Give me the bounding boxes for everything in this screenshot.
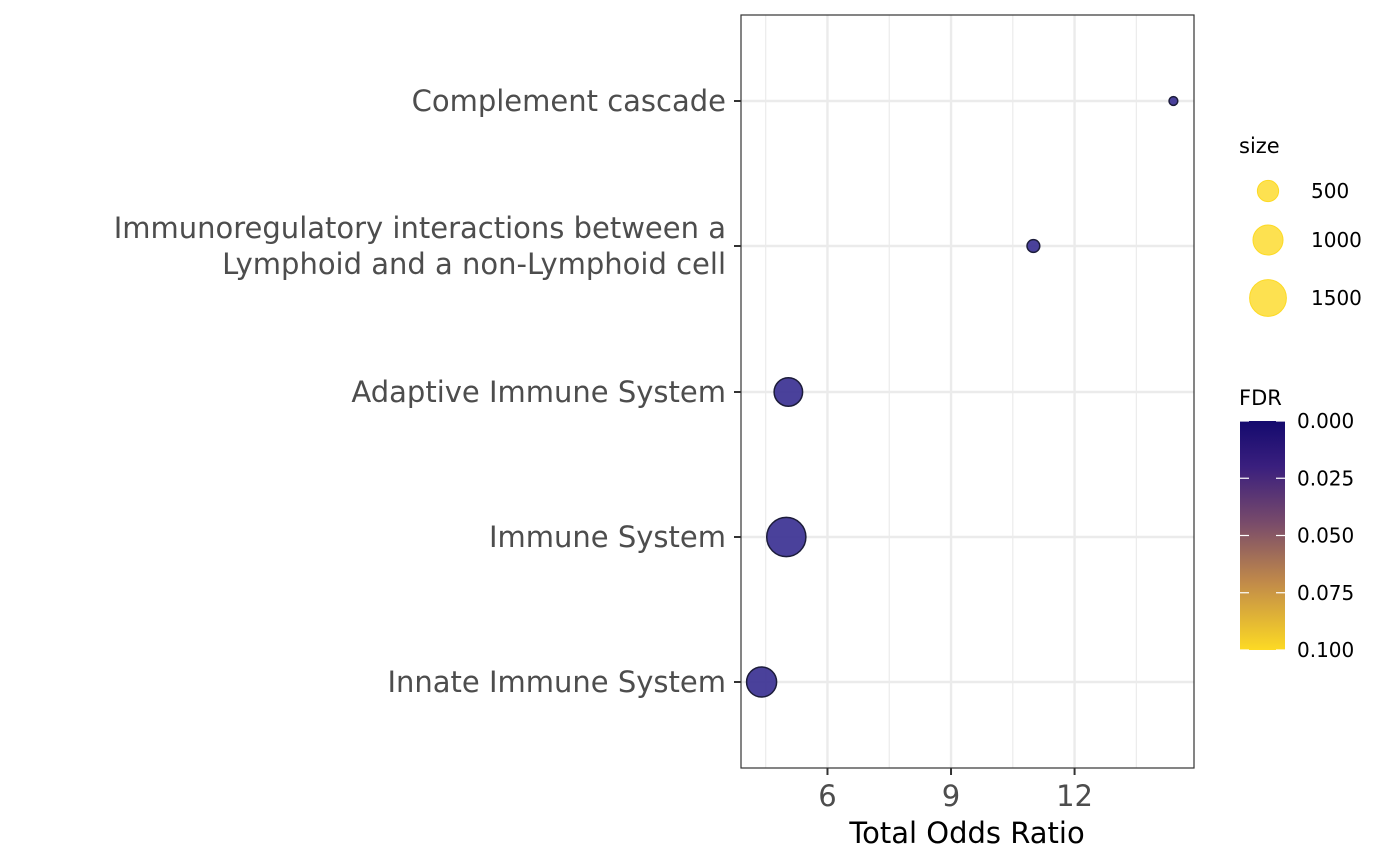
fdr-legend-ticks: 0.000 0.025 0.050 0.075 0.100 <box>1240 409 1354 662</box>
data-point <box>1168 95 1179 107</box>
y-tick-label: Innate Immune System <box>387 665 726 699</box>
y-axis: Complement cascade Immunoregulatory inter… <box>114 84 741 699</box>
fdr-tick-label: 0.075 <box>1297 581 1354 605</box>
y-tick-label: Complement cascade <box>412 84 726 118</box>
size-legend-title: size <box>1239 134 1280 158</box>
y-tick-label: Lymphoid and a non-Lymphoid cell <box>222 247 726 281</box>
size-legend-label: 500 <box>1311 179 1349 203</box>
x-tick-label: 6 <box>818 779 836 813</box>
size-legend: size 500 1000 1500 <box>1239 134 1362 317</box>
fdr-tick-label: 0.100 <box>1297 638 1354 662</box>
y-tick-label: Adaptive Immune System <box>351 375 726 409</box>
size-legend-keys: 500 1000 1500 <box>1249 179 1362 317</box>
x-tick-label: 12 <box>1056 779 1093 813</box>
fdr-tick-label: 0.050 <box>1297 524 1354 548</box>
fdr-tick-label: 0.025 <box>1297 466 1354 490</box>
size-legend-label: 1000 <box>1311 228 1362 252</box>
data-point <box>765 516 807 558</box>
x-tick-label: 9 <box>942 779 960 813</box>
size-legend-key <box>1252 224 1284 256</box>
data-point <box>1026 238 1041 254</box>
fdr-legend-title: FDR <box>1239 386 1282 410</box>
data-point <box>773 377 804 407</box>
fdr-legend: FDR 0.000 0.025 0.050 0.075 0.100 <box>1239 386 1354 662</box>
size-legend-key <box>1256 179 1280 203</box>
y-tick-label: Immunoregulatory interactions between a <box>114 211 726 245</box>
size-legend-key <box>1249 279 1287 317</box>
data-points <box>745 95 1179 698</box>
y-tick-label: Immune System <box>489 520 726 554</box>
size-legend-label: 1500 <box>1311 286 1362 310</box>
x-axis: 6 9 12 <box>818 768 1093 813</box>
fdr-tick-label: 0.000 <box>1297 409 1354 433</box>
grid-lines <box>741 15 1194 768</box>
x-axis-title: Total Odds Ratio <box>848 816 1084 850</box>
data-point <box>745 666 778 698</box>
